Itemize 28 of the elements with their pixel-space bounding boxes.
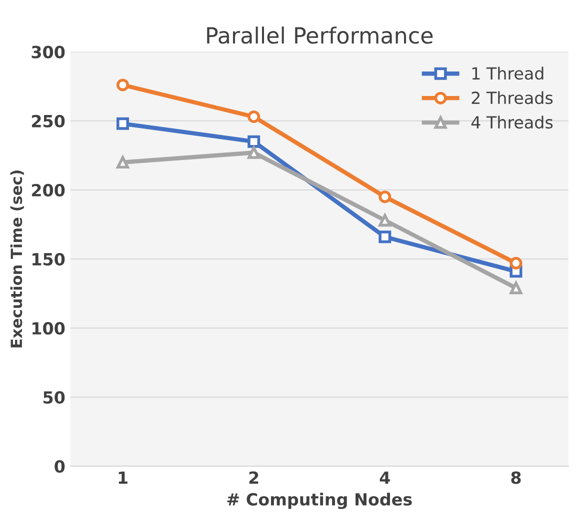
point	[248, 146, 260, 159]
legend-label: 2 Threads	[472, 91, 553, 104]
chart-title: Parallel Performance	[207, 26, 433, 44]
y-tick-label: 150	[32, 252, 65, 266]
y-tick-label: 300	[32, 46, 65, 58]
point	[378, 214, 392, 227]
x-tick-label: 4	[380, 472, 390, 484]
y-tick-label: 250	[32, 114, 65, 128]
x-tick-label: 1	[118, 472, 128, 484]
x-axis-title: # Computing Nodes	[227, 492, 412, 510]
y-axis-title: Execution Time (sec)	[10, 170, 24, 348]
point	[248, 135, 260, 148]
point	[116, 156, 130, 169]
legend-label: 1 Thread	[472, 66, 544, 80]
point	[248, 110, 260, 123]
y-tick-label: 50	[44, 391, 65, 404]
x-tick-label: 8	[511, 471, 521, 484]
point	[116, 117, 130, 130]
point	[378, 230, 392, 244]
y-tick-label: 200	[32, 184, 65, 196]
legend-label: 4 Threads	[471, 116, 553, 129]
point	[116, 78, 130, 92]
point	[510, 256, 522, 270]
y-tick-label: 100	[32, 322, 65, 335]
x-tick-label: 2	[249, 471, 258, 484]
point	[510, 282, 522, 294]
y-tick-label: 0	[54, 460, 65, 473]
point	[378, 190, 392, 204]
